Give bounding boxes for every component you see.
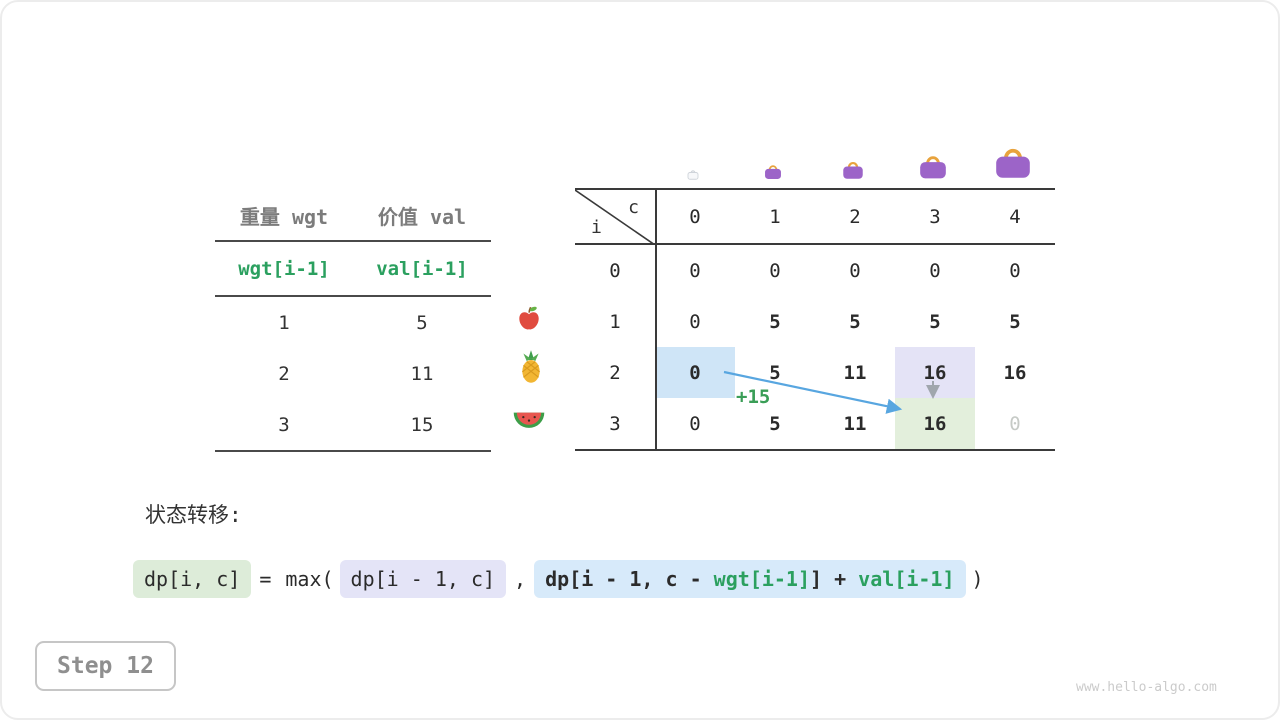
bag-ghost-icon bbox=[686, 166, 700, 185]
bag-large-icon bbox=[917, 151, 949, 184]
formula-max-open: max( bbox=[285, 567, 334, 591]
formula-equals: = bbox=[259, 567, 272, 591]
bag-medium-icon bbox=[841, 158, 865, 184]
dp-cell-r1c3: 5 bbox=[929, 310, 941, 333]
col-header-0: 0 bbox=[655, 190, 735, 245]
weight-header: 重量 wgt bbox=[239, 204, 329, 229]
item-value: 5 bbox=[416, 311, 428, 334]
dp-cell-r1c1: 5 bbox=[769, 310, 781, 333]
col-header-3: 3 bbox=[895, 190, 975, 245]
state-transition-label: 状态转移: bbox=[145, 503, 242, 527]
item-value: 11 bbox=[410, 362, 434, 385]
dp-vertical-divider bbox=[655, 190, 657, 449]
row-var-label: i bbox=[591, 217, 602, 238]
formula-option2-prefix: dp[i - 1, c - bbox=[545, 567, 714, 591]
formula-comma: , bbox=[514, 567, 527, 591]
step-badge: Step 12 bbox=[35, 641, 176, 691]
item-row: 1 5 bbox=[215, 297, 491, 348]
dp-cell-r0c3: 0 bbox=[929, 259, 941, 282]
pineapple-icon bbox=[518, 350, 544, 384]
wgt-expr: wgt[i-1] bbox=[238, 257, 330, 280]
value-header: 价值 val bbox=[377, 204, 467, 229]
item-row: 3 15 bbox=[215, 399, 491, 450]
row-label-3: 3 bbox=[609, 412, 621, 435]
item-table-header: 重量 wgt 价值 val bbox=[215, 190, 491, 242]
dp-cell-r0c2: 0 bbox=[849, 259, 861, 282]
dp-table: c i 0 1 2 3 4 0 0 0 0 0 0 1 0 5 5 5 5 2 … bbox=[575, 188, 1055, 451]
row-label-2: 2 bbox=[609, 361, 621, 384]
dp-cell-r3c1: 5 bbox=[769, 412, 781, 435]
bag-xlarge-icon bbox=[992, 142, 1034, 184]
item-value: 15 bbox=[410, 413, 434, 436]
item-table-body: 1 5 2 11 3 15 bbox=[215, 297, 491, 452]
watermark: www.hello-algo.com bbox=[1076, 680, 1217, 695]
formula-option2: dp[i - 1, c - wgt[i-1]] + val[i-1] bbox=[534, 560, 966, 598]
item-table-expr-row: wgt[i-1] val[i-1] bbox=[215, 242, 491, 297]
item-table: 重量 wgt 价值 val wgt[i-1] val[i-1] 1 5 2 11… bbox=[215, 190, 491, 452]
dp-cell-r3c4: 0 bbox=[1009, 412, 1021, 435]
dp-cell-r0c4: 0 bbox=[1009, 259, 1021, 282]
dp-cell-r1c0: 0 bbox=[689, 310, 701, 333]
bag-small-icon bbox=[763, 162, 783, 184]
dp-cell-r3c3-current: 16 bbox=[895, 398, 975, 449]
item-weight: 3 bbox=[278, 413, 290, 436]
dp-cell-r1c2: 5 bbox=[849, 310, 861, 333]
formula-close-paren: ) bbox=[971, 567, 984, 591]
col-var-label: c bbox=[628, 197, 639, 218]
dp-cell-r3c2: 11 bbox=[843, 412, 867, 435]
row-label-0: 0 bbox=[609, 259, 621, 282]
formula-lhs: dp[i, c] bbox=[133, 560, 252, 598]
col-header-1: 1 bbox=[735, 190, 815, 245]
dp-cell-r2c3-source: 16 bbox=[895, 347, 975, 398]
formula-option2-infix: ] + bbox=[810, 567, 859, 591]
formula-option1: dp[i - 1, c] bbox=[339, 560, 507, 598]
val-expr: val[i-1] bbox=[376, 257, 468, 280]
item-weight: 2 bbox=[278, 362, 290, 385]
dp-cell-r0c1: 0 bbox=[769, 259, 781, 282]
item-weight: 1 bbox=[278, 311, 290, 334]
col-header-4: 4 bbox=[975, 190, 1055, 245]
dp-cell-r1c4: 5 bbox=[1009, 310, 1021, 333]
dp-table-grid: c i 0 1 2 3 4 0 0 0 0 0 0 1 0 5 5 5 5 2 … bbox=[575, 190, 1055, 449]
dp-cell-r2c0-source: 0 bbox=[655, 347, 735, 398]
transition-formula: dp[i, c] = max( dp[i - 1, c] , dp[i - 1,… bbox=[133, 560, 990, 598]
dp-cell-r2c4: 16 bbox=[1003, 361, 1027, 384]
dp-cell-r0c0: 0 bbox=[689, 259, 701, 282]
row-label-1: 1 bbox=[609, 310, 621, 333]
formula-val-term: val[i-1] bbox=[858, 567, 955, 591]
dp-corner-cell: c i bbox=[575, 190, 655, 245]
dp-cell-r2c2: 11 bbox=[843, 361, 867, 384]
watermelon-icon bbox=[512, 408, 546, 432]
col-header-2: 2 bbox=[815, 190, 895, 245]
plus-value-annotation: +15 bbox=[736, 386, 771, 408]
apple-icon bbox=[516, 304, 542, 332]
diagonal-line bbox=[575, 190, 655, 245]
dp-cell-r3c0: 0 bbox=[689, 412, 701, 435]
formula-wgt-term: wgt[i-1] bbox=[713, 567, 810, 591]
item-row: 2 11 bbox=[215, 348, 491, 399]
